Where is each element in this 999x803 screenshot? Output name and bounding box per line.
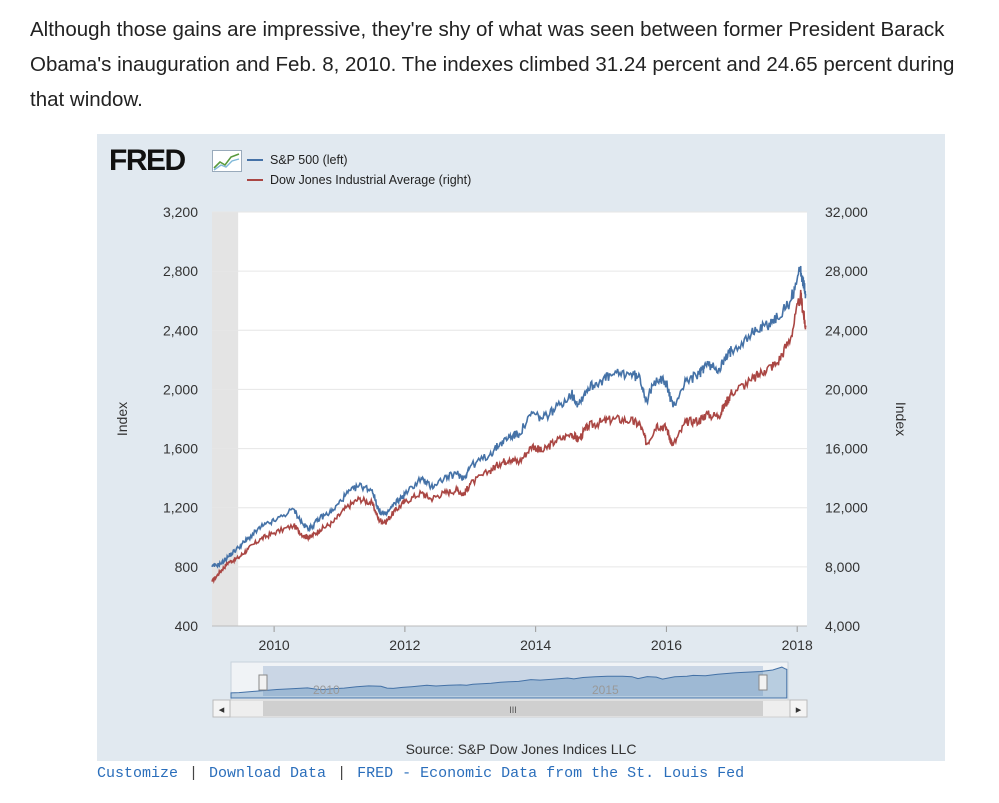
legend-swatch-dow xyxy=(247,179,263,181)
scroll-right-button[interactable]: ▸ xyxy=(789,699,808,718)
y-left-tick-label: 3,200 xyxy=(163,204,198,220)
navigator-selected-range[interactable] xyxy=(263,666,763,696)
download-data-link[interactable]: Download Data xyxy=(209,765,327,782)
fred-site-link[interactable]: FRED - Economic Data from the St. Louis … xyxy=(357,765,745,782)
y-right-tick-label: 12,000 xyxy=(825,500,868,516)
y-right-tick-label: 20,000 xyxy=(825,381,868,397)
navigator-handle-right[interactable] xyxy=(758,674,768,691)
chart-canvas: 400 800 1,200 1,600 2,000 2,400 2,800 3,200 4,0… xyxy=(114,204,909,718)
y-axis-left-ticks: 400 800 1,200 1,600 2,000 2,400 2,800 3,200 xyxy=(163,204,198,634)
y-right-tick-label: 32,000 xyxy=(825,204,868,220)
arrow-left-icon: ◂ xyxy=(219,703,225,716)
legend-item-sp500[interactable]: S&P 500 (left) xyxy=(247,150,471,170)
scroll-left-button[interactable]: ◂ xyxy=(212,699,231,718)
series-lines xyxy=(211,265,807,584)
navigator-label-2015: 2015 xyxy=(592,683,619,697)
fred-logo: FRED xyxy=(109,144,186,177)
x-axis-ticks: 2010 2012 2014 2016 2018 xyxy=(212,625,813,653)
navigator-scrollbar-thumb[interactable] xyxy=(263,701,763,716)
x-tick-label: 2016 xyxy=(651,637,682,653)
fred-chart-panel: FRED S&P 500 (left) Dow Jones Industrial… xyxy=(97,134,945,761)
y-axis-left-title: Index xyxy=(114,402,130,436)
legend-swatch-sp500 xyxy=(247,159,263,161)
series-line-sp500 xyxy=(211,265,807,569)
legend-label-dow: Dow Jones Industrial Average (right) xyxy=(270,173,472,187)
range-navigator[interactable]: 2010 2015 III ◂ ▸ xyxy=(212,661,808,718)
y-right-tick-label: 28,000 xyxy=(825,263,868,279)
navigator-label-2010: 2010 xyxy=(313,683,340,697)
y-axis-right-ticks: 4,000 8,000 12,000 16,000 20,000 24,000 28,000… xyxy=(825,204,868,634)
y-right-tick-label: 8,000 xyxy=(825,559,860,575)
legend-label-sp500: S&P 500 (left) xyxy=(270,153,348,167)
x-tick-label: 2012 xyxy=(389,637,420,653)
x-tick-label: 2014 xyxy=(520,637,551,653)
link-separator: | xyxy=(189,765,199,782)
link-separator: | xyxy=(337,765,347,782)
source-note: Source: S&P Dow Jones Indices LLC xyxy=(405,741,637,757)
y-axis-right-title: Index xyxy=(893,402,909,436)
x-tick-label: 2018 xyxy=(782,637,813,653)
customize-link[interactable]: Customize xyxy=(97,765,179,782)
y-left-tick-label: 2,000 xyxy=(163,381,198,397)
chart-legend: S&P 500 (left) Dow Jones Industrial Aver… xyxy=(247,150,471,190)
y-right-tick-label: 24,000 xyxy=(825,322,868,338)
series-line-dow xyxy=(211,289,807,584)
article-paragraph: Although those gains are impressive, the… xyxy=(30,18,955,111)
plot-background xyxy=(212,212,807,626)
y-right-tick-label: 4,000 xyxy=(825,618,860,634)
legend-item-dow[interactable]: Dow Jones Industrial Average (right) xyxy=(247,170,471,190)
y-left-tick-label: 2,800 xyxy=(163,263,198,279)
y-left-tick-label: 400 xyxy=(175,618,199,634)
y-right-tick-label: 16,000 xyxy=(825,441,868,457)
arrow-right-icon: ▸ xyxy=(796,703,802,716)
fred-chart-logo-icon xyxy=(212,150,242,172)
y-left-tick-label: 800 xyxy=(175,559,199,575)
recession-shading xyxy=(212,212,239,626)
navigator-handle-left[interactable] xyxy=(258,674,268,691)
scrollbar-thumb-grip-icon: III xyxy=(509,705,517,715)
y-left-tick-label: 1,600 xyxy=(163,441,198,457)
footer-links: Customize | Download Data | FRED - Econo… xyxy=(97,765,744,782)
x-tick-label: 2010 xyxy=(259,637,290,653)
y-left-tick-label: 1,200 xyxy=(163,500,198,516)
navigator-series-area xyxy=(230,666,788,699)
y-left-tick-label: 2,400 xyxy=(163,322,198,338)
